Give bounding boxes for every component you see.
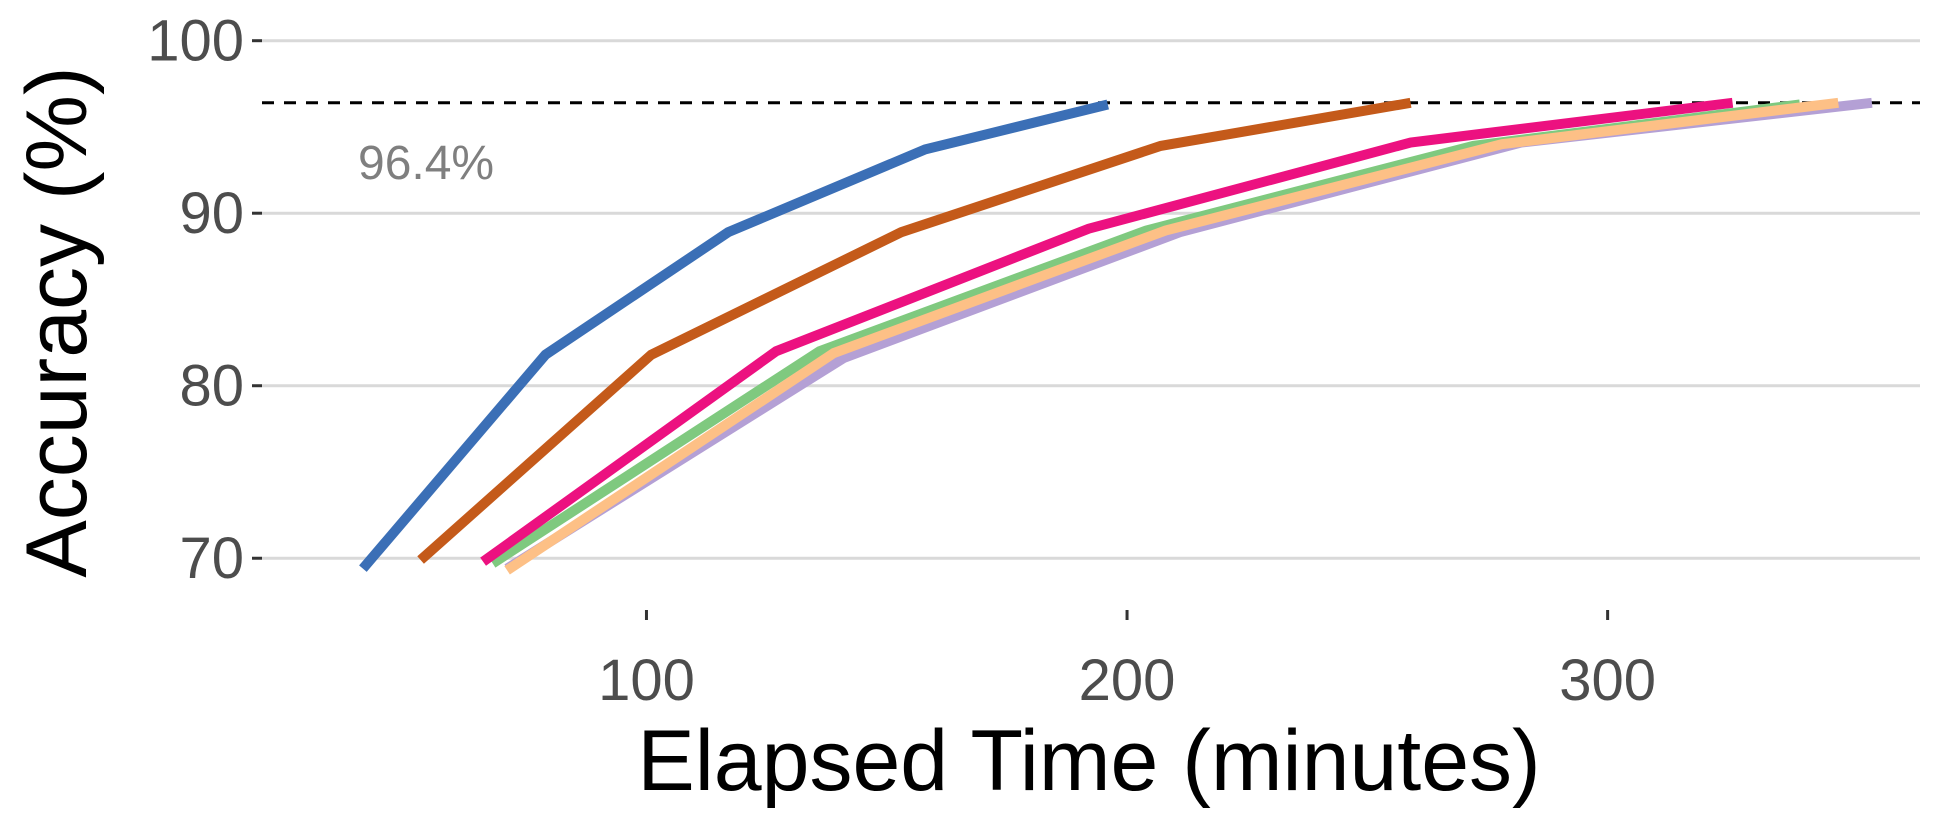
x-axis-title: Elapsed Time (minutes) [637,713,1540,809]
y-tick-label: 100 [147,9,244,74]
x-tick-label: 100 [598,648,695,713]
y-tick-label: 90 [179,181,244,246]
reference-line-label: 96.4% [358,137,494,190]
series-line-2 [417,97,1412,564]
reference-line-group: 96.4% [262,101,1920,190]
x-tick-label: 200 [1079,648,1176,713]
y-tick-label: 80 [179,354,244,419]
y-tick-label: 70 [179,526,244,591]
x-tick-label: 300 [1559,648,1656,713]
series-line-3 [504,97,1873,573]
series-line-5 [504,97,1839,575]
series-line-1 [359,99,1109,572]
x-axis: 100 200 300 [598,610,1656,713]
series-lines [359,97,1873,575]
series-line-6 [480,97,1734,566]
y-axis-title: Accuracy (%) [9,66,105,577]
y-axis: 70 80 90 100 [147,9,262,591]
grid-lines [262,39,1920,560]
